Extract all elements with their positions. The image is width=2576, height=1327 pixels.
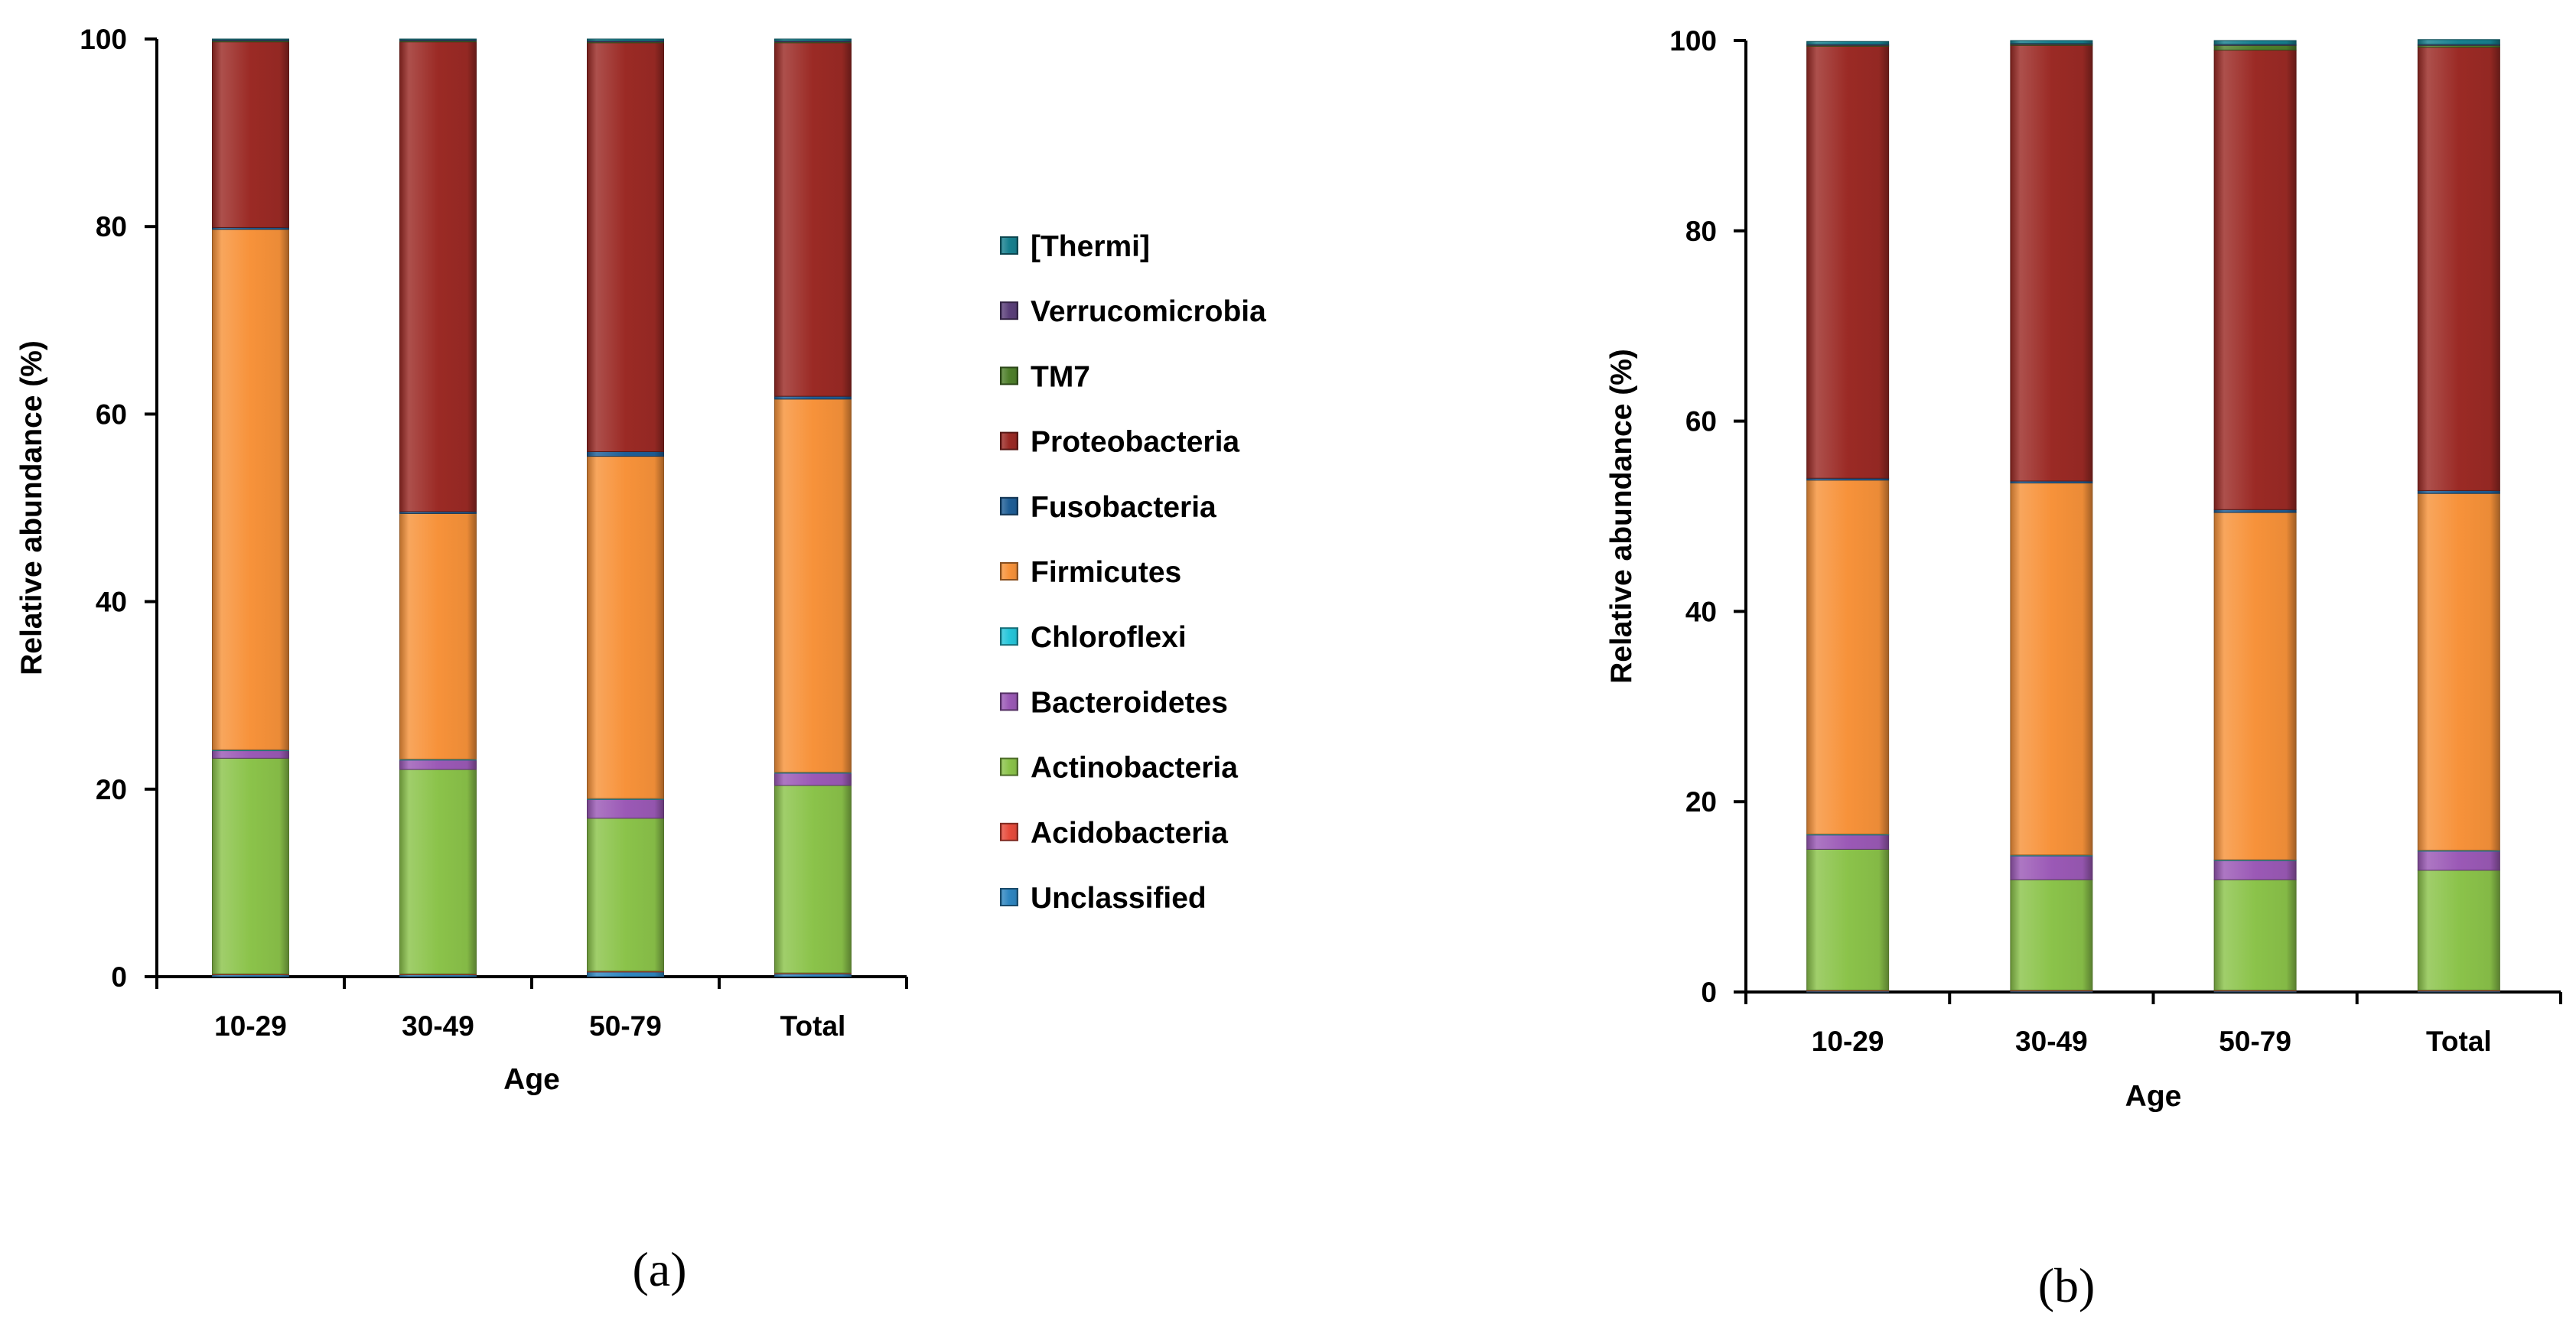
- y-tick-label: 60: [1685, 406, 1717, 437]
- bar-segment-fusobacteria-50-79: [2213, 509, 2297, 513]
- legend-swatch-verrucomicrobia: [1000, 301, 1018, 320]
- bar-segment-proteobacteria-10-29: [212, 41, 289, 228]
- bar-segment-unclassified-total: [774, 973, 852, 977]
- legend-label-proteobacteria: Proteobacteria: [1031, 426, 1239, 459]
- bar-segment-actinobacteria-30-49: [2010, 879, 2093, 991]
- y-axis-title: Relative abundance (%): [1605, 349, 1638, 684]
- y-tick-label: 40: [1685, 596, 1717, 627]
- bar-segment-thermi-50-79: [2213, 40, 2297, 45]
- panel-a-chart: 0 20 40 60 80 100 10-29 30-49 50-79 Total Age Relat…: [15, 24, 908, 1296]
- bar-segment-proteobacteria-total: [2417, 47, 2500, 491]
- y-tick-label: 0: [111, 961, 127, 993]
- y-tick-label: 100: [1669, 25, 1717, 57]
- legend-swatch-thermi: [1000, 236, 1018, 255]
- legend-swatch-chloroflexi: [1000, 627, 1018, 646]
- legend-swatch-unclassified: [1000, 888, 1018, 906]
- bar-segment-thermi-30-49: [399, 38, 477, 41]
- bar-segment-proteobacteria-50-79: [2213, 49, 2297, 510]
- bar-segment-bacteroidetes-10-29: [212, 750, 289, 759]
- x-tick-label: 10-29: [1812, 1026, 1884, 1057]
- legend-swatch-firmicutes: [1000, 562, 1018, 581]
- legend-label-firmicutes: Firmicutes: [1031, 556, 1181, 589]
- bar-segment-bacteroidetes-50-79: [2213, 860, 2297, 880]
- bar-segment-actinobacteria-total: [2417, 870, 2500, 991]
- legend-swatch-bacteroidetes: [1000, 692, 1018, 711]
- bar-segment-firmicutes-total: [2417, 493, 2500, 851]
- legend-label-actinobacteria: Actinobacteria: [1031, 752, 1238, 785]
- legend: [Thermi] Verrucomicrobia TM7 Proteobacteria…: [1000, 230, 1266, 915]
- y-tick-label: 0: [1701, 977, 1717, 1008]
- bar-segment-thermi-total: [774, 38, 852, 41]
- panel-label-b: (b): [2038, 1258, 2096, 1312]
- bar-segment-firmicutes-50-79: [2213, 512, 2297, 860]
- legend-label-tm7: TM7: [1031, 360, 1090, 393]
- bar-segment-thermi-total: [2417, 39, 2500, 45]
- y-tick-label: 60: [96, 398, 127, 430]
- bar-segment-thermi-10-29: [1806, 41, 1890, 45]
- y-tick-label: 20: [1685, 786, 1717, 818]
- bar-segment-actinobacteria-total: [774, 785, 852, 974]
- x-axis-title: Age: [2125, 1080, 2182, 1113]
- y-axis-title: Relative abundance (%): [15, 340, 48, 675]
- y-tick-label: 100: [80, 24, 127, 55]
- legend-label-acidobacteria: Acidobacteria: [1031, 817, 1228, 850]
- y-tick-label: 40: [96, 587, 127, 618]
- legend-label-bacteroidetes: Bacteroidetes: [1031, 686, 1228, 719]
- bar-segment-fusobacteria-50-79: [587, 450, 664, 457]
- bar-segment-bacteroidetes-30-49: [399, 759, 477, 770]
- bar-segment-tm7-50-79: [2213, 44, 2297, 50]
- bar-segment-firmicutes-30-49: [2010, 482, 2093, 856]
- legend-swatch-acidobacteria: [1000, 822, 1018, 841]
- x-tick-label: Total: [2426, 1026, 2492, 1057]
- legend-label-unclassified: Unclassified: [1031, 882, 1207, 915]
- x-tick-label: 50-79: [2219, 1026, 2291, 1057]
- panel-b-chart: 0 20 40 60 80 100 10-29 30-49 50-79 Total Age Relat…: [1605, 25, 2562, 1312]
- bar-segment-proteobacteria-10-29: [1806, 45, 1890, 479]
- legend-label-thermi: [Thermi]: [1031, 230, 1150, 263]
- y-tick-label: 80: [1685, 216, 1717, 247]
- legend-swatch-tm7: [1000, 366, 1018, 385]
- x-tick-label: 30-49: [402, 1010, 474, 1042]
- bar-segment-bacteroidetes-10-29: [1806, 834, 1890, 850]
- bar-segment-actinobacteria-30-49: [399, 769, 477, 974]
- x-tick-label: Total: [780, 1010, 846, 1042]
- legend-swatch-actinobacteria: [1000, 757, 1018, 776]
- bar-segment-actinobacteria-10-29: [212, 757, 289, 974]
- bar-segment-unclassified-50-79: [587, 971, 664, 977]
- y-tick-label: 80: [96, 211, 127, 242]
- bar-segment-actinobacteria-50-79: [587, 818, 664, 972]
- bar-segment-thermi-50-79: [587, 38, 664, 41]
- bar-segment-fusobacteria-total: [2417, 489, 2500, 494]
- bar-segment-proteobacteria-total: [774, 42, 852, 397]
- x-tick-label: 30-49: [2015, 1026, 2088, 1057]
- bar-segment-proteobacteria-50-79: [587, 42, 664, 452]
- legend-swatch-proteobacteria: [1000, 431, 1018, 450]
- legend-label-chloroflexi: Chloroflexi: [1031, 621, 1187, 654]
- bar-segment-firmicutes-10-29: [212, 229, 289, 750]
- legend-swatch-fusobacteria: [1000, 496, 1018, 516]
- bar-segment-firmicutes-50-79: [587, 456, 664, 799]
- bar-segment-thermi-30-49: [2010, 40, 2093, 44]
- bar-segment-bacteroidetes-30-49: [2010, 855, 2093, 880]
- legend-label-verrucomicrobia: Verrucomicrobia: [1031, 295, 1266, 328]
- bar-segment-fusobacteria-total: [774, 395, 852, 400]
- x-tick-label: 50-79: [589, 1010, 662, 1042]
- legend-label-fusobacteria: Fusobacteria: [1031, 491, 1216, 524]
- bar-segment-actinobacteria-50-79: [2213, 879, 2297, 991]
- bar-segment-firmicutes-30-49: [399, 512, 477, 760]
- bar-segment-actinobacteria-10-29: [1806, 848, 1890, 991]
- bar-segment-bacteroidetes-total: [2417, 851, 2500, 871]
- bar-segment-thermi-10-29: [212, 38, 289, 41]
- bar-segment-bacteroidetes-50-79: [587, 798, 664, 819]
- y-tick-label: 20: [96, 774, 127, 805]
- bar-segment-proteobacteria-30-49: [399, 41, 477, 512]
- bar-segment-proteobacteria-30-49: [2010, 44, 2093, 482]
- panel-label-a: (a): [632, 1242, 686, 1296]
- x-axis-title: Age: [503, 1063, 560, 1096]
- bar-segment-firmicutes-10-29: [1806, 480, 1890, 834]
- bar-segment-bacteroidetes-total: [774, 772, 852, 786]
- x-tick-label: 10-29: [214, 1010, 287, 1042]
- bar-segment-firmicutes-total: [774, 398, 852, 773]
